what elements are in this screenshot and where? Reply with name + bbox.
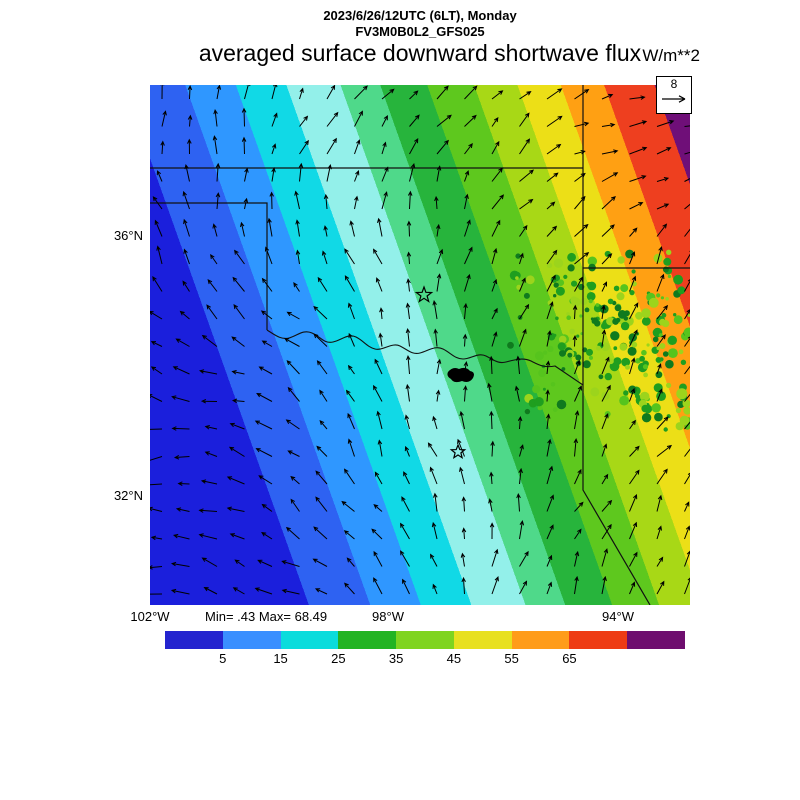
lat-label-36n: 36°N: [113, 228, 143, 243]
colorbar-segment: [396, 631, 454, 649]
colorbar-segment: [511, 631, 570, 649]
colorbar-tick-label: 15: [273, 651, 288, 666]
lon-label-98w: 98°W: [372, 609, 404, 624]
plot-title: averaged surface downward shortwave flux: [198, 40, 642, 66]
model-title: FV3M0B0L2_GFS025: [355, 24, 485, 39]
colorbar-tick-label: 55: [504, 651, 519, 666]
wind-arrows: [150, 85, 690, 595]
colorbar-segment: [165, 631, 223, 649]
datetime-title: 2023/6/26/12UTC (6LT), Monday: [323, 8, 517, 23]
colorbar-segment: [222, 631, 281, 649]
cloud-speckles: [507, 249, 690, 432]
colorbar-segment: [453, 631, 512, 649]
minmax-label: Min= .43 Max= 68.49: [205, 609, 328, 624]
colorbar-tick-label: 65: [562, 651, 577, 666]
lon-label-94w: 94°W: [602, 609, 634, 624]
lat-label-32n: 32°N: [113, 488, 143, 503]
location-star-marker: [449, 443, 467, 460]
colorbar-segment: [627, 631, 686, 649]
reference-vector-value: 8: [670, 77, 678, 91]
colorbar-segment: [280, 631, 339, 649]
colorbar-tick-label: 45: [446, 651, 462, 666]
lon-label-102w: 102°W: [130, 609, 170, 624]
map-canvas: [150, 85, 690, 605]
right-arrow-icon: [662, 95, 686, 103]
colorbar-segment: [338, 631, 397, 649]
colorbar-labels: 5 15 25 35 45 55 65: [165, 651, 685, 667]
colorbar-tick-label: 35: [388, 651, 404, 666]
colorbar-tick-label: 25: [331, 651, 346, 666]
colorbar: [165, 631, 686, 649]
colorbar-segment: [569, 631, 628, 649]
location-star-markers: [414, 285, 467, 460]
state-borders: [150, 85, 690, 605]
reference-vector-box: 8: [656, 76, 692, 114]
colorbar-tick-label: 5: [219, 651, 227, 666]
units-label: W/m**2: [642, 46, 700, 65]
location-star-marker: [414, 285, 434, 303]
lake-blob: [447, 367, 474, 383]
